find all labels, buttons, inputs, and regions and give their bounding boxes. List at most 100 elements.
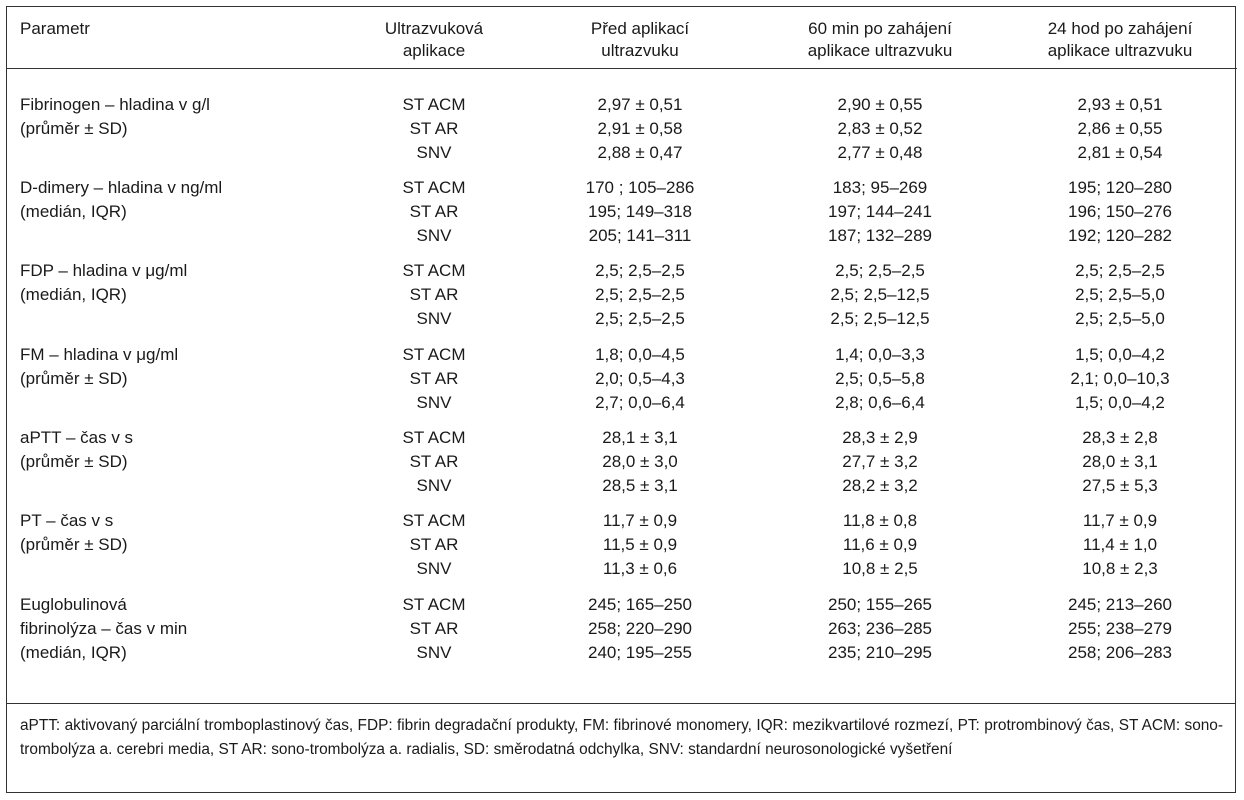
hod24-value: 2,5; 2,5–5,0 <box>1075 308 1165 328</box>
hod24-value: 2,81 ± 0,54 <box>1077 142 1163 162</box>
application-value: ST AR <box>409 534 459 554</box>
parameter-label: (průměr ± SD) <box>20 118 128 138</box>
parameter-cell: FDP – hladina v μg/ml (medián, IQR) <box>7 248 345 331</box>
before-cell: 2,97 ± 0,51 2,91 ± 0,58 2,88 ± 0,47 <box>523 68 757 165</box>
hod24-value: 11,7 ± 0,9 <box>1082 510 1158 530</box>
hod24-value: 258; 206–283 <box>1068 642 1172 662</box>
footnote: aPTT: aktivovaný parciální tromboplastin… <box>20 717 1223 758</box>
before-value: 240; 195–255 <box>588 642 692 662</box>
application-value: ST AR <box>409 451 459 471</box>
application-value: SNV <box>416 225 452 245</box>
before-value: 2,0; 0,5–4,3 <box>595 368 685 388</box>
parameter-label: (průměr ± SD) <box>20 534 128 554</box>
application-cell: ST ACM ST AR SNV <box>345 331 523 415</box>
hod24-cell: 2,5; 2,5–2,5 2,5; 2,5–5,0 2,5; 2,5–5,0 <box>1003 248 1237 331</box>
application-value: ST AR <box>409 201 459 221</box>
hod24-value: 2,5; 2,5–5,0 <box>1075 284 1165 304</box>
hod24-cell: 2,93 ± 0,51 2,86 ± 0,55 2,81 ± 0,54 <box>1003 68 1237 165</box>
results-table: Parametr Ultrazvuková aplikace Před apli… <box>7 7 1237 665</box>
parameter-label: FDP – hladina v μg/ml <box>20 260 188 280</box>
application-value: ST ACM <box>402 427 466 447</box>
before-value: 11,7 ± 0,9 <box>602 510 678 530</box>
parameter-cell: FM – hladina v μg/ml (průměr ± SD) <box>7 331 345 415</box>
min60-cell: 250; 155–265 263; 236–285 235; 210–295 <box>757 581 1003 665</box>
application-value: ST AR <box>409 118 459 138</box>
min60-value: 2,5; 0,5–5,8 <box>835 368 925 388</box>
min60-value: 235; 210–295 <box>828 642 932 662</box>
application-cell: ST ACM ST AR SNV <box>345 68 523 165</box>
hod24-value: 2,1; 0,0–10,3 <box>1070 368 1170 388</box>
header-24hod: 24 hod po zahájení aplikace ultrazvuku <box>1003 7 1237 69</box>
application-value: ST ACM <box>402 260 466 280</box>
header-pred: Před aplikací ultrazvuku <box>523 7 757 69</box>
min60-value: 28,3 ± 2,9 <box>842 427 918 447</box>
min60-value: 2,5; 2,5–2,5 <box>835 260 925 280</box>
min60-value: 10,8 ± 2,5 <box>842 558 918 578</box>
parameter-label: (průměr ± SD) <box>20 451 128 471</box>
min60-value: 27,7 ± 3,2 <box>842 451 918 471</box>
hod24-value: 2,93 ± 0,51 <box>1077 94 1163 114</box>
before-cell: 11,7 ± 0,9 11,5 ± 0,9 11,3 ± 0,6 <box>523 498 757 581</box>
table-row: D-dimery – hladina v ng/ml (medián, IQR) S… <box>7 165 1237 248</box>
min60-cell: 183; 95–269 197; 144–241 187; 132–289 <box>757 165 1003 248</box>
parameter-cell: D-dimery – hladina v ng/ml (medián, IQR) <box>7 165 345 248</box>
header-parametr: Parametr <box>7 7 345 69</box>
hod24-value: 28,0 ± 3,1 <box>1082 451 1158 471</box>
min60-cell: 2,90 ± 0,55 2,83 ± 0,52 2,77 ± 0,48 <box>757 68 1003 165</box>
application-cell: ST ACM ST AR SNV <box>345 415 523 498</box>
hod24-value: 192; 120–282 <box>1068 225 1172 245</box>
min60-value: 11,8 ± 0,8 <box>842 510 918 530</box>
before-value: 205; 141–311 <box>588 225 692 245</box>
before-value: 2,5; 2,5–2,5 <box>595 284 685 304</box>
hod24-value: 255; 238–279 <box>1068 618 1172 638</box>
min60-cell: 1,4; 0,0–3,3 2,5; 0,5–5,8 2,8; 0,6–6,4 <box>757 331 1003 415</box>
parameter-label: FM – hladina v μg/ml <box>20 344 179 364</box>
min60-cell: 28,3 ± 2,9 27,7 ± 3,2 28,2 ± 3,2 <box>757 415 1003 498</box>
application-value: SNV <box>416 142 452 162</box>
hod24-value: 11,4 ± 1,0 <box>1082 534 1158 554</box>
hod24-cell: 1,5; 0,0–4,2 2,1; 0,0–10,3 1,5; 0,0–4,2 <box>1003 331 1237 415</box>
before-cell: 1,8; 0,0–4,5 2,0; 0,5–4,3 2,7; 0,0–6,4 <box>523 331 757 415</box>
parameter-cell: Fibrinogen – hladina v g/l (průměr ± SD) <box>7 68 345 165</box>
hod24-value: 2,86 ± 0,55 <box>1077 118 1163 138</box>
min60-value: 263; 236–285 <box>828 618 932 638</box>
parameter-label: D-dimery – hladina v ng/ml <box>20 177 223 197</box>
parameter-label: (medián, IQR) <box>20 284 127 304</box>
table-row: FM – hladina v μg/ml (průměr ± SD) ST ACM S… <box>7 331 1237 415</box>
before-value: 2,91 ± 0,58 <box>597 118 683 138</box>
before-value: 2,5; 2,5–2,5 <box>595 260 685 280</box>
hod24-value: 195; 120–280 <box>1068 177 1172 197</box>
min60-value: 1,4; 0,0–3,3 <box>835 344 925 364</box>
hod24-cell: 28,3 ± 2,8 28,0 ± 3,1 27,5 ± 5,3 <box>1003 415 1237 498</box>
hod24-value: 196; 150–276 <box>1068 201 1172 221</box>
hod24-value: 10,8 ± 2,3 <box>1082 558 1158 578</box>
table-row: Euglobulinová fibrinolýza – čas v min (med… <box>7 581 1237 665</box>
hod24-value: 1,5; 0,0–4,2 <box>1075 344 1165 364</box>
parameter-label: PT – čas v s <box>20 510 114 530</box>
application-cell: ST ACM ST AR SNV <box>345 248 523 331</box>
application-cell: ST ACM ST AR SNV <box>345 581 523 665</box>
before-value: 195; 149–318 <box>588 201 692 221</box>
before-value: 28,1 ± 3,1 <box>602 427 678 447</box>
application-cell: ST ACM ST AR SNV <box>345 498 523 581</box>
hod24-value: 27,5 ± 5,3 <box>1082 475 1158 495</box>
parameter-label: Euglobulinová <box>20 594 127 614</box>
application-value: ST ACM <box>402 344 466 364</box>
hod24-value: 2,5; 2,5–2,5 <box>1075 260 1165 280</box>
table-row: PT – čas v s (průměr ± SD) ST ACM ST AR SNV 1… <box>7 498 1237 581</box>
hod24-cell: 245; 213–260 255; 238–279 258; 206–283 <box>1003 581 1237 665</box>
hod24-cell: 11,7 ± 0,9 11,4 ± 1,0 10,8 ± 2,3 <box>1003 498 1237 581</box>
before-value: 2,88 ± 0,47 <box>597 142 683 162</box>
min60-value: 2,77 ± 0,48 <box>837 142 923 162</box>
min60-value: 28,2 ± 3,2 <box>842 475 918 495</box>
before-value: 11,5 ± 0,9 <box>602 534 678 554</box>
application-value: SNV <box>416 308 452 328</box>
min60-value: 183; 95–269 <box>832 177 928 197</box>
before-value: 170 ; 105–286 <box>585 177 695 197</box>
before-cell: 2,5; 2,5–2,5 2,5; 2,5–2,5 2,5; 2,5–2,5 <box>523 248 757 331</box>
application-value: SNV <box>416 392 452 412</box>
application-value: ST AR <box>409 284 459 304</box>
min60-value: 2,83 ± 0,52 <box>837 118 923 138</box>
min60-value: 250; 155–265 <box>828 594 932 614</box>
header-aplikace: Ultrazvuková aplikace <box>345 7 523 69</box>
